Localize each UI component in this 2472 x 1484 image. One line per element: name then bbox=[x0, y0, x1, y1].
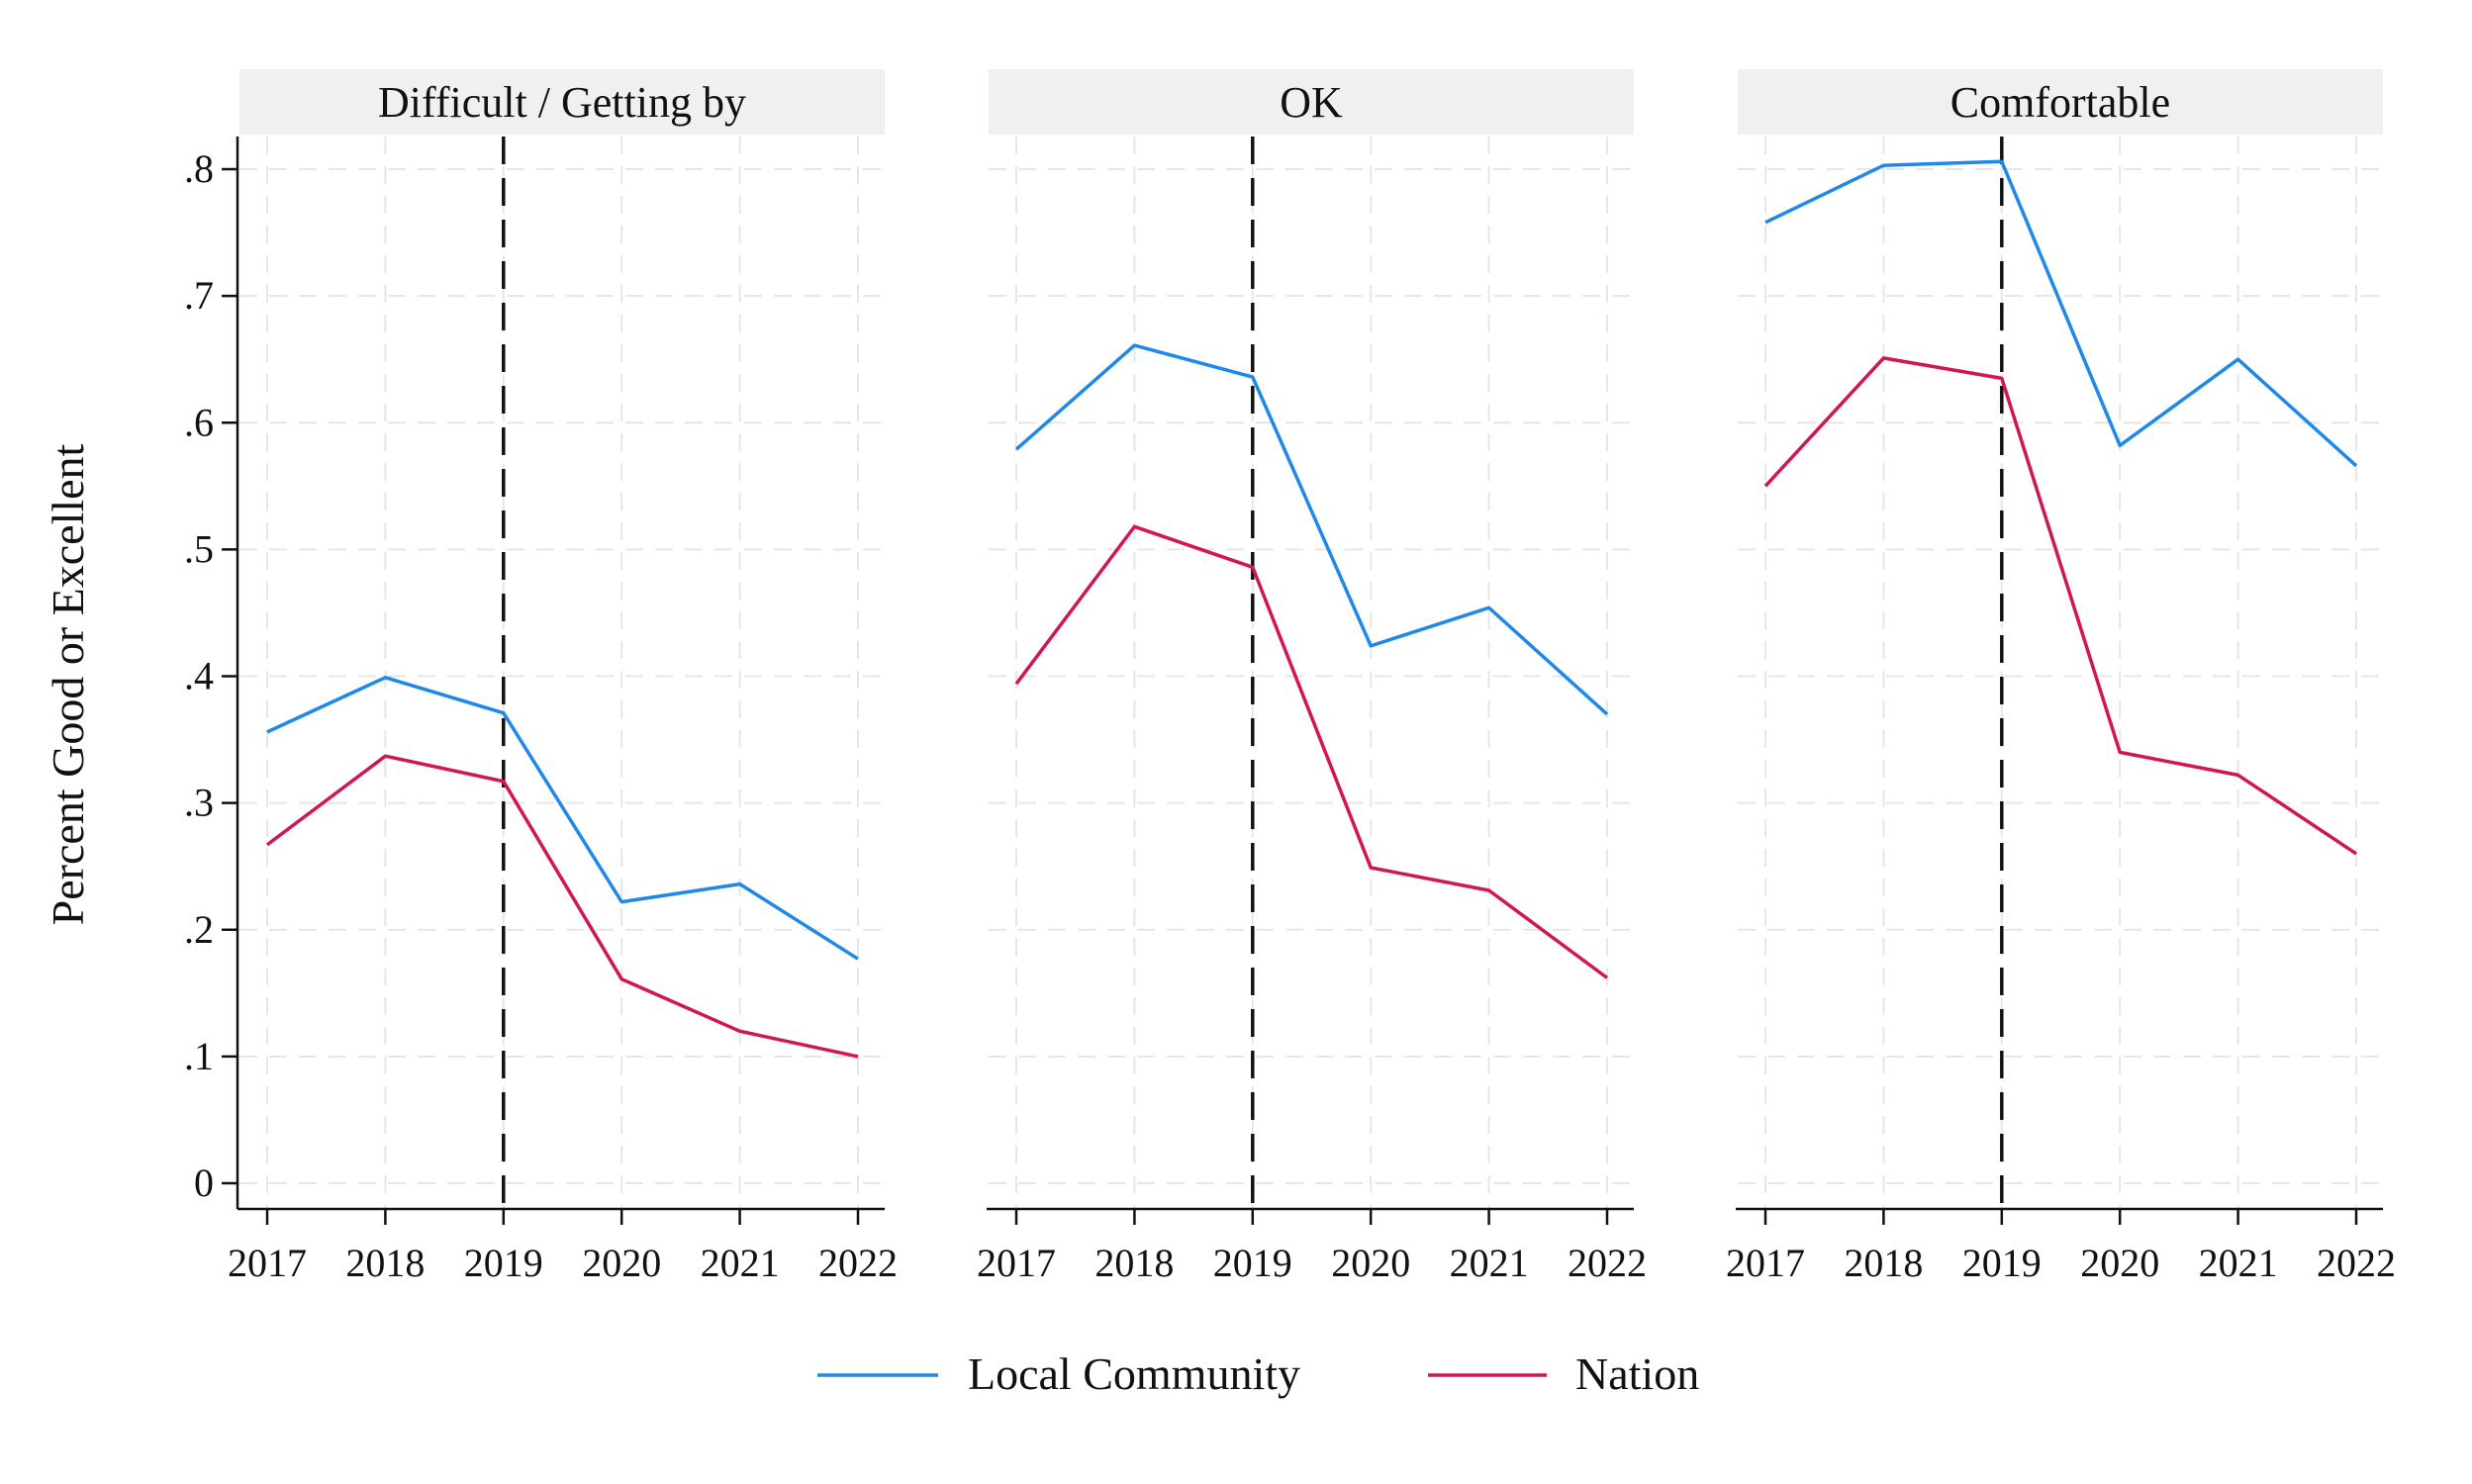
y-tick-label: .3 bbox=[184, 781, 214, 825]
x-tick-label: 2021 bbox=[2199, 1241, 2278, 1285]
panel-title: OK bbox=[1280, 78, 1343, 127]
legend: Local Community Nation bbox=[817, 1348, 1699, 1399]
x-tick-label: 2019 bbox=[1962, 1241, 2042, 1285]
panel-header bbox=[1738, 69, 2383, 135]
x-tick-label: 2019 bbox=[1213, 1241, 1292, 1285]
series-line-nation bbox=[1763, 356, 2357, 856]
panel-comfortable: Comfortable 2017 2018 2019 2020 2021 2022 bbox=[1726, 69, 2396, 1285]
legend-label: Nation bbox=[1575, 1348, 1699, 1399]
x-tick-label: 2021 bbox=[1450, 1241, 1529, 1285]
panel-ok: OK 2017 2018 2019 2020 2021 2022 bbox=[977, 69, 1647, 1285]
series-line-local-community bbox=[1014, 343, 1609, 716]
series-line-nation bbox=[265, 754, 859, 1059]
series-line-local-community bbox=[266, 676, 859, 961]
x-tick-label: 2018 bbox=[345, 1241, 425, 1285]
legend-label: Local Community bbox=[968, 1348, 1300, 1399]
panels: Difficult / Getting by 2017 2018 2019 2020 20… bbox=[184, 69, 2396, 1285]
x-tick-label: 2017 bbox=[1726, 1241, 1805, 1285]
series-line-nation bbox=[1014, 524, 1609, 979]
panel-header bbox=[989, 69, 1634, 135]
panel-difficult-getting-by: Difficult / Getting by 2017 2018 2019 2020 20… bbox=[184, 69, 898, 1285]
x-tick-label: 2020 bbox=[1331, 1241, 1410, 1285]
x-tick-label: 2021 bbox=[701, 1241, 780, 1285]
y-tick-label: 0 bbox=[194, 1160, 214, 1205]
y-axis-title: Percent Good or Excellent bbox=[43, 443, 93, 925]
x-tick-label: 2022 bbox=[818, 1241, 898, 1285]
y-tick-label: .4 bbox=[184, 654, 214, 698]
x-tick-label: 2018 bbox=[1844, 1241, 1923, 1285]
x-tick-label: 2022 bbox=[1568, 1241, 1647, 1285]
panel-title: Comfortable bbox=[1950, 78, 2170, 127]
x-tick-label: 2018 bbox=[1094, 1241, 1174, 1285]
x-tick-label: 2020 bbox=[582, 1241, 661, 1285]
panel-header bbox=[239, 69, 885, 135]
x-tick-label: 2022 bbox=[2317, 1241, 2396, 1285]
panel-title: Difficult / Getting by bbox=[378, 78, 746, 127]
y-tick-label: .1 bbox=[184, 1034, 214, 1078]
x-tick-label: 2017 bbox=[228, 1241, 307, 1285]
y-tick-label: .7 bbox=[184, 273, 214, 318]
y-tick-label: .2 bbox=[184, 907, 214, 952]
x-tick-label: 2020 bbox=[2080, 1241, 2159, 1285]
y-tick-label: .6 bbox=[184, 400, 214, 444]
y-tick-label: .8 bbox=[184, 146, 214, 191]
x-tick-label: 2019 bbox=[464, 1241, 543, 1285]
series-line-local-community bbox=[1764, 159, 2358, 468]
x-tick-label: 2017 bbox=[977, 1241, 1056, 1285]
y-tick-label: .5 bbox=[184, 526, 214, 571]
